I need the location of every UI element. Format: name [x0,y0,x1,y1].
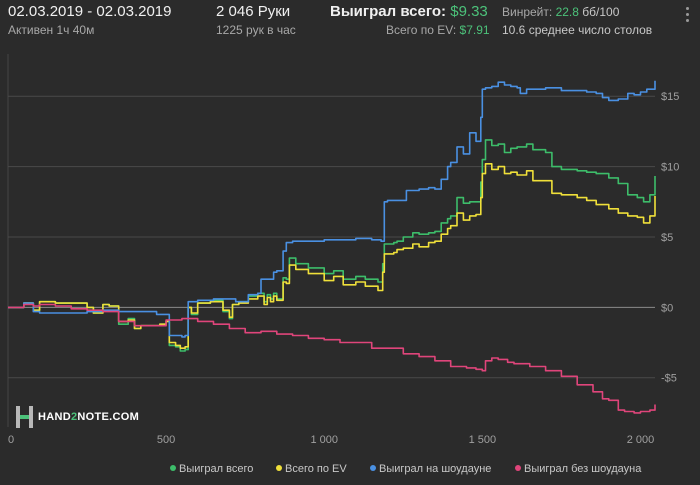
y-tick-label: $0 [661,302,673,314]
y-tick-label: $15 [661,91,679,103]
x-tick-label: 2 000 [627,434,655,446]
winrate-label: Винрейт: [502,5,553,19]
hands-per-hour: 1225 рук в час [216,23,296,37]
series-line-non-showdown[interactable] [8,303,656,414]
legend-dot-icon [170,465,176,471]
y-tick-label: $5 [661,232,673,244]
legend-item-ev-total[interactable]: Всего по EV [276,463,347,475]
legend-dot-icon [515,465,521,471]
hand2note-logo: HAND2NOTE.COM [16,406,139,428]
active-time: Активен 1ч 40м [8,23,95,37]
legend-label: Выиграл на шоудауне [379,463,492,475]
y-tick-label: -$5 [661,373,677,385]
series-line-ev-total[interactable] [8,163,656,349]
legend-label: Выиграл всего [179,463,254,475]
x-tick-label: 0 [8,434,14,446]
x-tick-label: 500 [157,434,175,446]
legend-item-non-showdown[interactable]: Выиграл без шоудауна [515,463,641,475]
ev-total-label: Всего по EV: [386,23,457,37]
legend-item-showdown[interactable]: Выиграл на шоудауне [370,463,491,475]
hands-count: 2 046 Руки [216,3,291,20]
series-line-won-total[interactable] [8,139,656,352]
x-tick-label: 1 000 [310,434,338,446]
winrate-unit: бб/100 [582,5,620,19]
hand2note-logo-text: HAND2NOTE.COM [38,411,140,423]
ev-total: Всего по EV: $7.91 [386,23,490,37]
avg-tables: 10.6 среднее число столов [502,23,653,37]
won-total: Выиграл всего: $9.33 [330,3,488,20]
legend-dot-icon [276,465,282,471]
legend-dot-icon [370,465,376,471]
series-lines [8,80,656,414]
grid-lines [7,54,655,427]
winrate-value: 22.8 [555,5,579,19]
ev-total-value: $7.91 [459,23,490,37]
legend-label: Выиграл без шоудауна [524,463,642,475]
won-total-value: $9.33 [450,3,488,20]
series-line-showdown[interactable] [8,80,656,338]
chart-legend: Выиграл всего Всего по EV Выиграл на шоу… [0,463,700,479]
hand2note-logo-icon [16,406,34,428]
stats-header: 02.03.2019 - 02.03.2019 Активен 1ч 40м 2… [0,0,700,44]
legend-item-won-total[interactable]: Выиграл всего [170,463,253,475]
date-range[interactable]: 02.03.2019 - 02.03.2019 [8,3,172,20]
won-total-label: Выиграл всего: [330,3,447,20]
y-tick-label: $10 [661,162,679,174]
x-tick-label: 1 500 [469,434,497,446]
axis-ticks: -$5 $0 $5 $10 $15 0 500 1 000 1 500 2 000 [8,91,679,446]
winrate: Винрейт: 22.8 бб/100 [502,5,619,19]
more-menu-icon[interactable] [682,6,692,24]
winnings-chart[interactable]: -$5 $0 $5 $10 $15 0 500 1 000 1 500 2 000 [0,44,700,462]
legend-label: Всего по EV [285,463,347,475]
